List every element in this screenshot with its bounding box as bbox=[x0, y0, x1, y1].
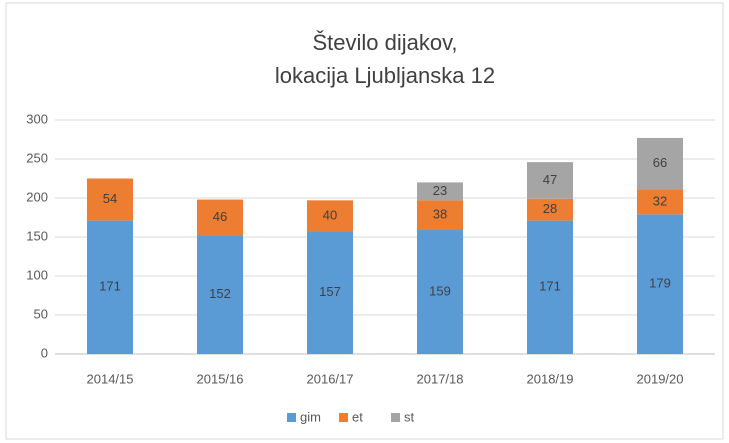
bar-segment bbox=[197, 235, 243, 354]
y-tick-label: 50 bbox=[34, 306, 48, 321]
y-tick-label: 0 bbox=[41, 345, 48, 360]
bar-segment bbox=[637, 214, 683, 354]
data-label: 40 bbox=[323, 207, 337, 222]
chart-title: Število dijakov, bbox=[312, 30, 457, 55]
data-label: 171 bbox=[99, 279, 121, 294]
x-tick-label: 2014/15 bbox=[87, 371, 134, 386]
legend-label: et bbox=[352, 409, 363, 424]
x-tick-label: 2017/18 bbox=[417, 371, 464, 386]
y-tick-label: 300 bbox=[26, 111, 48, 126]
bar-segment bbox=[527, 220, 573, 354]
bar-segment bbox=[307, 231, 353, 354]
data-label: 171 bbox=[539, 279, 561, 294]
bar-segment bbox=[197, 199, 243, 236]
legend-label: st bbox=[404, 409, 415, 424]
data-label: 46 bbox=[213, 209, 227, 224]
chart-title: lokacija Ljubljanska 12 bbox=[275, 63, 495, 88]
data-label: 47 bbox=[543, 172, 557, 187]
y-tick-label: 250 bbox=[26, 150, 48, 165]
data-label: 32 bbox=[653, 193, 667, 208]
bar-segment bbox=[417, 182, 463, 201]
bar-segment bbox=[527, 198, 573, 221]
data-label: 28 bbox=[543, 201, 557, 216]
y-tick-label: 100 bbox=[26, 267, 48, 282]
data-label: 38 bbox=[433, 207, 447, 222]
bar-segment bbox=[637, 137, 683, 190]
legend-swatch bbox=[391, 413, 400, 422]
bar-segment bbox=[87, 220, 133, 354]
bar-segment bbox=[417, 229, 463, 354]
bar-segment bbox=[637, 189, 683, 215]
x-tick-label: 2015/16 bbox=[197, 371, 244, 386]
bar-segment bbox=[307, 200, 353, 232]
data-label: 157 bbox=[319, 284, 341, 299]
x-tick-label: 2018/19 bbox=[527, 371, 574, 386]
x-tick-label: 2019/20 bbox=[637, 371, 684, 386]
data-label: 54 bbox=[103, 191, 117, 206]
x-tick-label: 2016/17 bbox=[307, 371, 354, 386]
legend-label: gim bbox=[300, 409, 321, 424]
data-label: 66 bbox=[653, 155, 667, 170]
bar-segment bbox=[87, 178, 133, 221]
legend-swatch bbox=[287, 413, 296, 422]
bar-segment bbox=[527, 162, 573, 199]
data-label: 179 bbox=[649, 276, 671, 291]
y-tick-label: 150 bbox=[26, 228, 48, 243]
bar-segment bbox=[417, 200, 463, 230]
legend-swatch bbox=[339, 413, 348, 422]
data-label: 152 bbox=[209, 286, 231, 301]
data-label: 23 bbox=[433, 183, 447, 198]
y-tick-label: 200 bbox=[26, 189, 48, 204]
data-label: 159 bbox=[429, 283, 451, 298]
